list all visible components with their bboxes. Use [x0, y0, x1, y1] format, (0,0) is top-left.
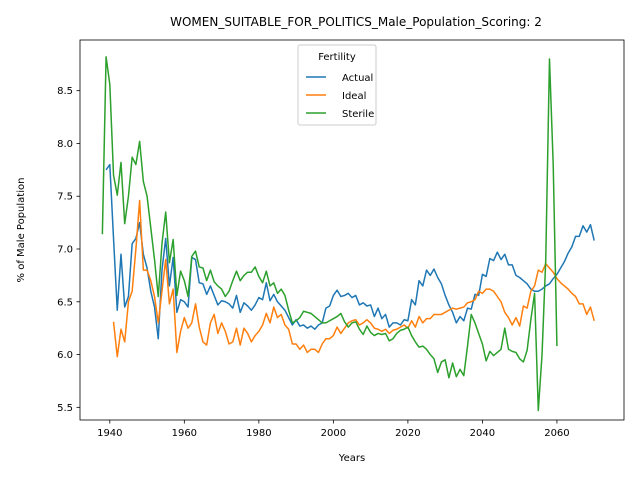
x-tick-label: 1940: [97, 428, 122, 439]
x-tick-label: 2000: [321, 428, 346, 439]
y-axis: 5.5 6.0 6.5 7.0 7.5 8.0 8.5: [57, 86, 80, 414]
y-tick-label: 7.5: [57, 192, 73, 203]
legend-box: [297, 44, 377, 126]
y-tick-label: 6.5: [57, 297, 73, 308]
y-axis-title: % of Male Population: [16, 178, 27, 283]
x-axis: 1940 1960 1980 2000 2020 2040 2060: [97, 420, 570, 439]
legend-label-actual: Actual: [342, 73, 373, 84]
legend: Fertility Actual Ideal Sterile: [297, 44, 377, 126]
y-tick-label: 7.0: [57, 245, 73, 256]
x-tick-label: 1980: [246, 428, 271, 439]
legend-label-sterile: Sterile: [342, 109, 374, 120]
series-line-sterile: [101, 56, 558, 412]
x-axis-title: Years: [338, 453, 365, 464]
plot-frame: [79, 39, 625, 421]
y-tick-label: 8.5: [57, 86, 73, 97]
chart-title: WOMEN_SUITABLE_FOR_POLITICS_Male_Populat…: [170, 15, 542, 29]
legend-title: Fertility: [318, 52, 356, 63]
series-line-ideal: [112, 199, 595, 358]
y-tick-label: 5.5: [57, 403, 73, 414]
x-tick-label: 2020: [395, 428, 420, 439]
y-tick-label: 8.0: [57, 139, 73, 150]
x-tick-label: 2040: [470, 428, 495, 439]
x-tick-label: 2060: [544, 428, 569, 439]
series-line-actual: [105, 163, 595, 340]
series-layer: [101, 56, 595, 412]
x-tick-label: 1960: [172, 428, 197, 439]
legend-label-ideal: Ideal: [342, 91, 366, 102]
y-tick-label: 6.0: [57, 350, 73, 361]
